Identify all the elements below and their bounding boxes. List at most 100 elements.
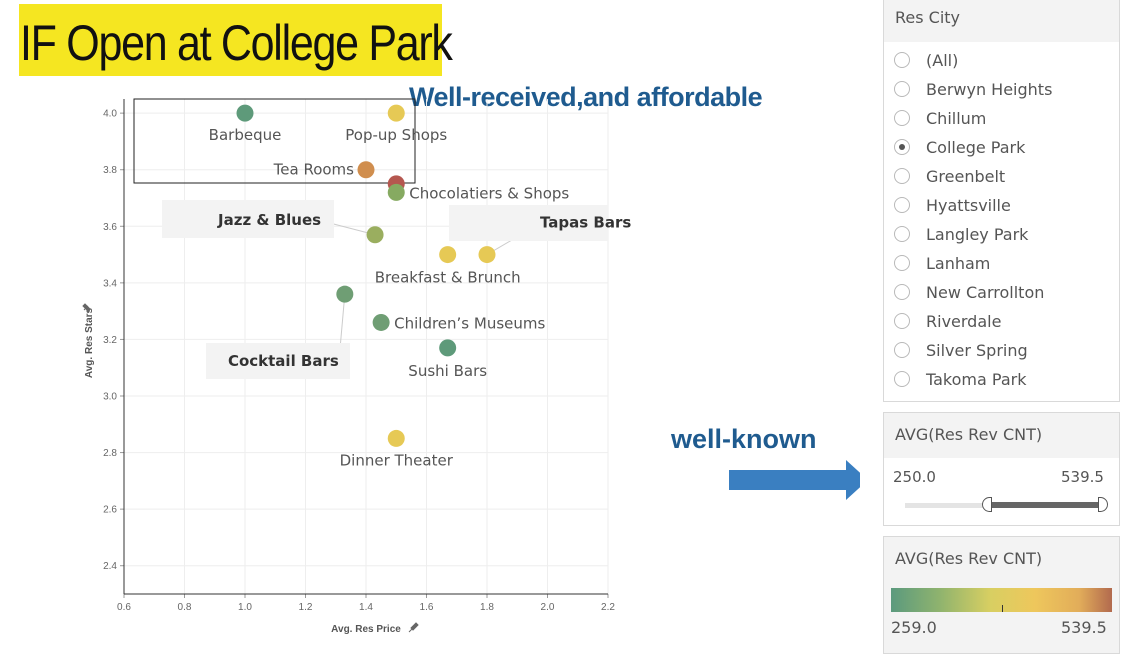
radio-icon[interactable] [894, 284, 910, 300]
data-point[interactable] [439, 246, 457, 264]
x-axis-title: Avg. Res Price [331, 624, 401, 635]
data-point[interactable] [387, 183, 405, 201]
radio-icon[interactable] [894, 139, 910, 155]
range-max-value[interactable]: 539.5 [1061, 468, 1104, 486]
range-fill [990, 502, 1104, 508]
y-tick-label: 4.0 [103, 109, 117, 120]
y-tick-label: 3.8 [103, 165, 117, 176]
data-point[interactable] [387, 429, 405, 447]
data-point[interactable] [336, 285, 354, 303]
city-option[interactable]: Berwyn Heights [894, 75, 1052, 103]
city-option[interactable]: Takoma Park [894, 365, 1026, 393]
range-min-value[interactable]: 250.0 [893, 468, 936, 486]
point-label: Sushi Bars [408, 362, 487, 380]
city-option-label: College Park [926, 137, 1026, 157]
city-option-label: Berwyn Heights [926, 79, 1053, 99]
city-option[interactable]: College Park [894, 133, 1025, 161]
y-tick-label: 3.2 [103, 335, 117, 346]
x-tick-label: 2.2 [601, 602, 615, 613]
radio-icon[interactable] [894, 342, 910, 358]
point-label: Tapas Bars [540, 214, 631, 232]
data-point[interactable] [387, 104, 405, 122]
y-axis-title: Avg. Res Stars [84, 307, 95, 378]
city-option[interactable]: Silver Spring [894, 336, 1028, 364]
city-option[interactable]: Langley Park [894, 220, 1028, 248]
callout-well-known: well-known [671, 424, 817, 454]
annotation-box [162, 200, 334, 238]
label-connectors [320, 220, 541, 363]
city-option-label: Langley Park [926, 224, 1029, 244]
y-tick-label: 3.4 [103, 278, 117, 289]
radio-icon[interactable] [894, 313, 910, 329]
city-option-label: Chillum [926, 108, 987, 128]
y-tick-label: 2.8 [103, 448, 117, 459]
arrow-icon [729, 460, 860, 500]
point-labels: Barbeque Pop-up Shops Tea Rooms Chocolatier… [209, 126, 632, 469]
city-option[interactable]: Hyattsville [894, 191, 1011, 219]
city-option-label: Hyattsville [926, 195, 1011, 215]
x-tick-label: 0.6 [117, 602, 131, 613]
city-option-label: (All) [926, 50, 959, 70]
color-legend-title: AVG(Res Rev CNT) [895, 549, 1043, 568]
radio-icon[interactable] [894, 168, 910, 184]
range-filter-title: AVG(Res Rev CNT) [895, 425, 1043, 444]
point-label: Children’s Museums [394, 314, 545, 332]
city-option-label: Riverdale [926, 311, 1002, 331]
city-option[interactable]: (All) [894, 46, 958, 74]
data-point[interactable] [372, 313, 390, 331]
data-point[interactable] [366, 226, 384, 244]
radio-icon[interactable] [894, 226, 910, 242]
point-label: Pop-up Shops [345, 126, 447, 144]
scatter-chart: 0.6 0.8 1.0 1.2 1.4 1.6 1.8 2.0 2.2 2.4 2.6 2.8 3.0 3… [82, 98, 860, 635]
x-tick-label: 2.0 [541, 602, 555, 613]
radio-icon[interactable] [894, 197, 910, 213]
chart-axes: 0.6 0.8 1.0 1.2 1.4 1.6 1.8 2.0 2.2 2.4 2.6 2.8 3.0 3… [103, 99, 615, 613]
radio-icon[interactable] [894, 371, 910, 387]
range-filter-body [884, 458, 1119, 525]
y-axis-pin-icon [82, 303, 91, 312]
point-label: Tea Rooms [273, 161, 355, 179]
x-tick-label: 1.4 [359, 602, 373, 613]
data-point[interactable] [478, 246, 496, 264]
page-title: IF Open at College Park [20, 15, 453, 71]
x-tick-label: 1.8 [480, 602, 494, 613]
legend-max-value: 539.5 [1061, 618, 1107, 637]
data-points [236, 104, 496, 447]
point-label: Dinner Theater [340, 451, 454, 469]
point-label: Cocktail Bars [228, 352, 339, 370]
city-option[interactable]: Lanham [894, 249, 990, 277]
city-option[interactable]: Riverdale [894, 307, 1001, 335]
city-option-label: Takoma Park [926, 369, 1027, 389]
x-tick-label: 1.2 [299, 602, 313, 613]
radio-icon[interactable] [894, 52, 910, 68]
point-label: Chocolatiers & Shops [409, 184, 569, 202]
legend-min-value: 259.0 [891, 618, 937, 637]
range-handle-low[interactable] [982, 497, 992, 512]
y-tick-label: 3.6 [103, 222, 117, 233]
city-filter-title: Res City [895, 8, 961, 27]
radio-icon[interactable] [894, 81, 910, 97]
city-option[interactable]: New Carrollton [894, 278, 1044, 306]
annotation-box [449, 205, 608, 241]
y-tick-label: 2.4 [103, 561, 117, 572]
city-filter-list [884, 42, 1119, 401]
y-tick-label: 2.6 [103, 505, 117, 516]
data-point[interactable] [236, 104, 254, 122]
color-ramp [891, 588, 1112, 612]
city-option-label: Lanham [926, 253, 991, 273]
title-highlight [19, 4, 442, 76]
y-tick-label: 3.0 [103, 392, 117, 403]
point-label: Jazz & Blues [217, 211, 321, 229]
radio-icon[interactable] [894, 255, 910, 271]
city-option[interactable]: Chillum [894, 104, 986, 132]
range-handle-high[interactable] [1098, 497, 1108, 512]
data-point[interactable] [439, 339, 457, 357]
point-label: Barbeque [209, 126, 282, 144]
x-tick-label: 0.8 [178, 602, 192, 613]
city-option-label: New Carrollton [926, 282, 1045, 302]
data-point[interactable] [357, 161, 375, 179]
annotation-box [206, 343, 350, 379]
city-option[interactable]: Greenbelt [894, 162, 1005, 190]
radio-icon[interactable] [894, 110, 910, 126]
highlight-box [133, 98, 416, 184]
